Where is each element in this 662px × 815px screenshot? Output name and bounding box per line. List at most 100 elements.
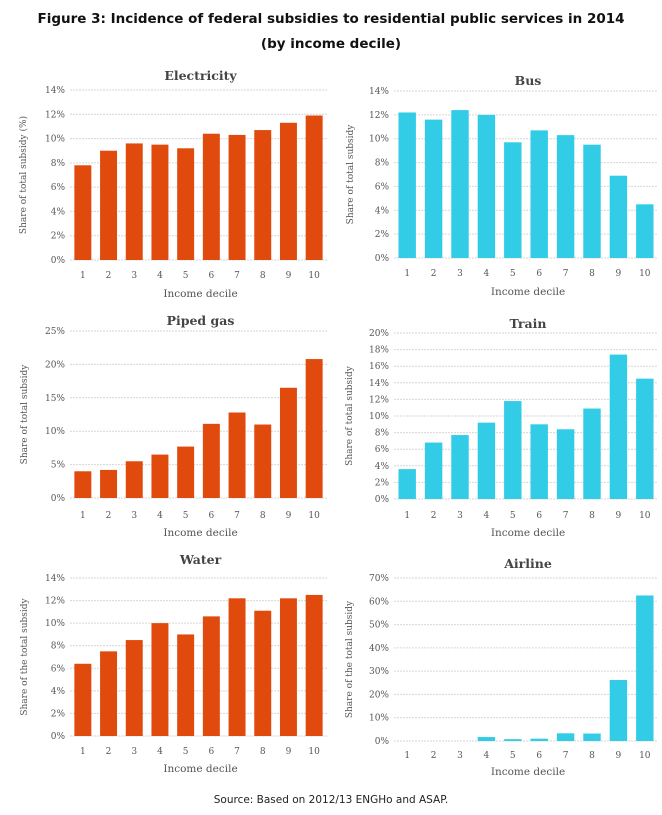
y-tick-label: 20% <box>369 329 389 339</box>
x-tick-label: 3 <box>131 271 137 281</box>
y-tick-label: 20% <box>369 690 389 700</box>
x-tick-label: 8 <box>589 511 595 521</box>
chart-title: Electricity <box>164 68 237 83</box>
bar-decile-3 <box>125 640 143 736</box>
bar-decile-1 <box>74 471 92 498</box>
bar-decile-4 <box>151 623 169 736</box>
bar-decile-3 <box>451 435 469 499</box>
x-tick-label: 1 <box>80 747 86 757</box>
x-tick-label: 3 <box>457 511 463 521</box>
bar-decile-10 <box>636 378 654 499</box>
y-tick-label: 0% <box>375 737 390 747</box>
x-tick-label: 1 <box>404 511 410 521</box>
x-tick-label: 6 <box>536 511 542 521</box>
x-tick-label: 10 <box>639 269 651 279</box>
bar-decile-7 <box>228 598 246 736</box>
y-tick-label: 70% <box>369 574 389 584</box>
x-axis-label: Income decile <box>491 286 565 298</box>
figure-subtitle: (by income decile) <box>260 36 402 52</box>
bar-decile-5 <box>504 401 522 499</box>
y-tick-label: 12% <box>369 111 389 121</box>
x-tick-label: 6 <box>208 747 214 757</box>
y-axis-label: Share of total subsidy <box>346 124 356 225</box>
bar-decile-4 <box>477 737 496 741</box>
x-tick-label: 6 <box>536 751 542 761</box>
x-tick-label: 6 <box>208 511 214 521</box>
bar-decile-7 <box>556 135 575 258</box>
bar-decile-2 <box>424 442 443 499</box>
x-tick-label: 3 <box>131 511 137 521</box>
bar-decile-10 <box>636 204 654 258</box>
y-tick-label: 8% <box>51 642 66 652</box>
x-axis-label: Income decile <box>163 288 237 300</box>
x-tick-label: 3 <box>457 751 463 761</box>
chart-title: Piped gas <box>167 313 235 328</box>
bar-decile-2 <box>100 651 118 736</box>
bar-decile-3 <box>451 110 469 258</box>
bar-decile-1 <box>74 165 92 260</box>
x-tick-label: 7 <box>234 511 240 521</box>
figure-title: Figure 3: Incidence of federal subsidies… <box>37 11 625 27</box>
x-tick-label: 2 <box>106 747 112 757</box>
bar-decile-8 <box>254 130 272 260</box>
y-tick-label: 14% <box>369 87 389 97</box>
x-tick-label: 4 <box>484 751 490 761</box>
bar-decile-9 <box>609 354 628 499</box>
water-chart: Water 0% 2% 4% 6% 8% 10% 12% 14% 1 2 3 4 5 6 7 8 9 10 Incom… <box>20 552 327 775</box>
bus-chart: Bus 0% 2% 4% 6% 8% 10% 12% 14% 1 2 3 4 5 6 7 8 9 10 Income … <box>346 73 658 298</box>
y-tick-label: 40% <box>369 644 389 654</box>
x-axis-label: Income decile <box>163 763 237 775</box>
x-tick-label: 5 <box>510 751 516 761</box>
y-tick-label: 2% <box>51 232 66 242</box>
x-tick-label: 9 <box>616 511 622 521</box>
bar-decile-7 <box>556 429 575 499</box>
bar-decile-8 <box>583 733 601 741</box>
electricity-chart: Electricity 0% 2% 4% 6% 8% 10% 12% 14% 1 2 3 4 5 6 7 8 9 1… <box>18 68 327 300</box>
bar-decile-6 <box>530 130 548 258</box>
source-note: Source: Based on 2012/13 ENGHo and ASAP. <box>213 794 449 806</box>
x-tick-label: 5 <box>510 269 516 279</box>
bar-decile-5 <box>177 634 195 736</box>
x-tick-label: 9 <box>286 511 292 521</box>
x-tick-label: 2 <box>431 269 437 279</box>
y-tick-label: 0% <box>51 494 66 504</box>
bar-decile-2 <box>100 469 118 498</box>
x-tick-label: 5 <box>183 747 189 757</box>
y-tick-label: 10% <box>369 714 389 724</box>
x-tick-label: 3 <box>131 747 137 757</box>
bar-decile-8 <box>583 144 601 258</box>
bar-decile-6 <box>202 133 220 260</box>
bar-decile-5 <box>504 142 522 258</box>
y-tick-label: 6% <box>375 182 390 192</box>
y-tick-label: 6% <box>375 445 390 455</box>
y-tick-label: 15% <box>45 394 65 404</box>
y-tick-label: 20% <box>45 360 65 370</box>
x-axis-label: Income decile <box>491 527 565 539</box>
bar-decile-4 <box>151 454 169 498</box>
x-tick-label: 8 <box>589 269 595 279</box>
x-tick-label: 3 <box>457 269 463 279</box>
y-axis-label: Share of the total subsidy <box>20 597 30 715</box>
chart-title: Bus <box>515 73 542 88</box>
y-tick-label: 14% <box>45 86 65 96</box>
bar-decile-8 <box>583 408 601 499</box>
chart-title: Airline <box>503 556 552 571</box>
y-tick-label: 0% <box>51 732 66 742</box>
y-tick-label: 8% <box>375 159 390 169</box>
y-tick-label: 30% <box>369 667 389 677</box>
bar-decile-10 <box>305 115 323 260</box>
bar-decile-9 <box>279 122 297 261</box>
bar-decile-5 <box>177 446 195 498</box>
bar-decile-1 <box>398 112 416 258</box>
x-tick-label: 1 <box>80 511 86 521</box>
x-tick-label: 8 <box>260 271 266 281</box>
x-tick-label: 7 <box>234 747 240 757</box>
bar-decile-3 <box>125 461 143 498</box>
bar-decile-5 <box>177 148 195 260</box>
y-tick-label: 14% <box>45 574 65 584</box>
x-tick-label: 4 <box>157 271 163 281</box>
bar-decile-2 <box>100 150 118 260</box>
x-tick-label: 9 <box>286 271 292 281</box>
y-tick-label: 12% <box>369 395 389 405</box>
x-tick-label: 1 <box>80 271 86 281</box>
